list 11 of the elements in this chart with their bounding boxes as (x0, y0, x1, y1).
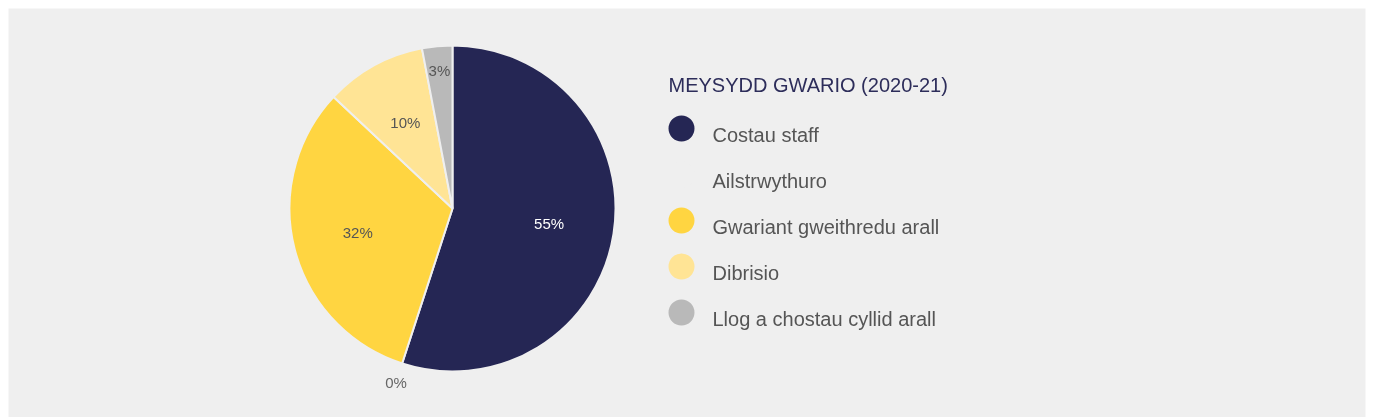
data-label: 3% (428, 62, 451, 80)
data-label: 55% (534, 215, 565, 233)
legend-label: Costau staff (712, 123, 820, 146)
legend-title: MEYSYDD GWARIO (2020-21) (668, 73, 948, 96)
legend-label: Gwariant gweithredu arall (712, 215, 940, 238)
data-label: 32% (342, 224, 373, 242)
text: 0% (385, 373, 407, 391)
data-label: 10% (390, 114, 421, 132)
legend-label: Llog a chostau cyllid arall (712, 307, 936, 330)
legend-label: Dibrisio (712, 261, 780, 284)
category-label: Ailstrwythuro (712, 169, 827, 192)
